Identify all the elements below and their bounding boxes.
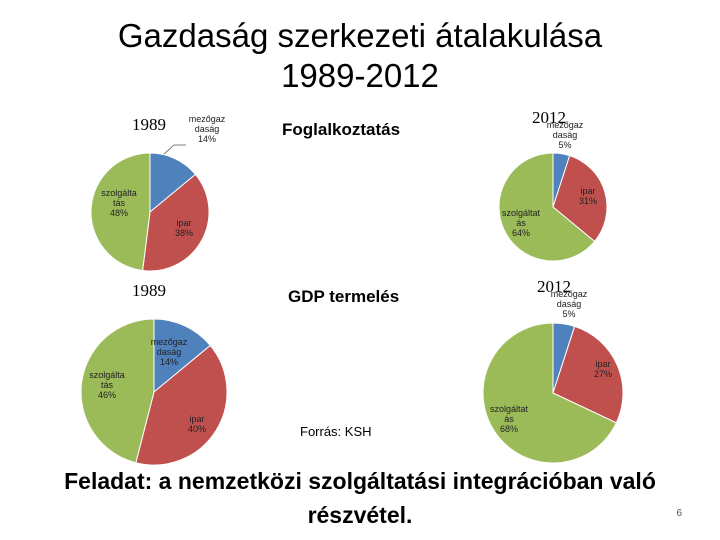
pie-chart-gdp-1989 [80, 318, 228, 466]
slide-title: Gazdaság szerkezeti átalakulása [117, 17, 603, 54]
pie-slice-szolgaltatas [90, 152, 151, 272]
slice-label-mezogazdasag: mezőgaz daság 14% [150, 337, 188, 367]
pie-year-label: 2012 [532, 108, 566, 127]
slice-label-ipar: ipar 40% [187, 414, 206, 434]
slice-label-szolgaltatas: szolgáltat ás 68% [489, 404, 529, 434]
page-number: 6 [676, 508, 682, 519]
pie-slice-ipar [552, 325, 624, 424]
pie-slice-mezogazdasag [149, 152, 197, 214]
slide-subtitle-years: 1989-2012 [281, 57, 439, 94]
pie-slice-mezogazdasag [153, 318, 211, 394]
slice-label-ipar: ipar 38% [174, 218, 193, 238]
pie-chart-employment-1989 [90, 152, 210, 272]
pie-slice-ipar [552, 155, 608, 243]
slice-label-ipar: ipar 31% [578, 186, 597, 206]
slice-label-szolgaltatas: szolgálta tás 48% [101, 188, 137, 218]
pie-year-label: 1989 [132, 281, 166, 300]
task-text-line1: Feladat: a nemzetközi szolgáltatási inte… [64, 468, 656, 494]
pie-chart-employment-2012 [498, 152, 608, 262]
pie-slice-szolgaltatas [498, 152, 596, 262]
slice-label-szolgaltatas: szolgáltat ás 64% [501, 208, 541, 238]
pie-slice-szolgaltatas [482, 322, 618, 464]
pie-year-label: 2012 [537, 277, 571, 296]
pie-year-label: 1989 [132, 115, 166, 134]
slice-label-mezogazdasag: mezőgaz daság 14% [188, 114, 226, 144]
slice-label-mezogazdasag: mezőgaz daság 5% [550, 289, 588, 319]
pie-slice-ipar [135, 344, 228, 466]
section-label-gdp: GDP termelés [288, 287, 400, 306]
pie-chart-gdp-2012 [482, 322, 624, 464]
section-label-employment: Foglalkoztatás [282, 120, 401, 139]
task-text-line2: részvétel. [307, 502, 413, 528]
slice-label-mezogazdasag: mezőgaz daság 5% [546, 120, 584, 150]
leader-line [163, 144, 186, 155]
pie-slice-ipar [142, 173, 210, 272]
source-note: Forrás: KSH [300, 424, 372, 439]
slice-label-szolgaltatas: szolgálta tás 46% [89, 370, 125, 400]
pie-slice-szolgaltatas [80, 318, 155, 464]
slice-label-ipar: ipar 27% [593, 359, 612, 379]
